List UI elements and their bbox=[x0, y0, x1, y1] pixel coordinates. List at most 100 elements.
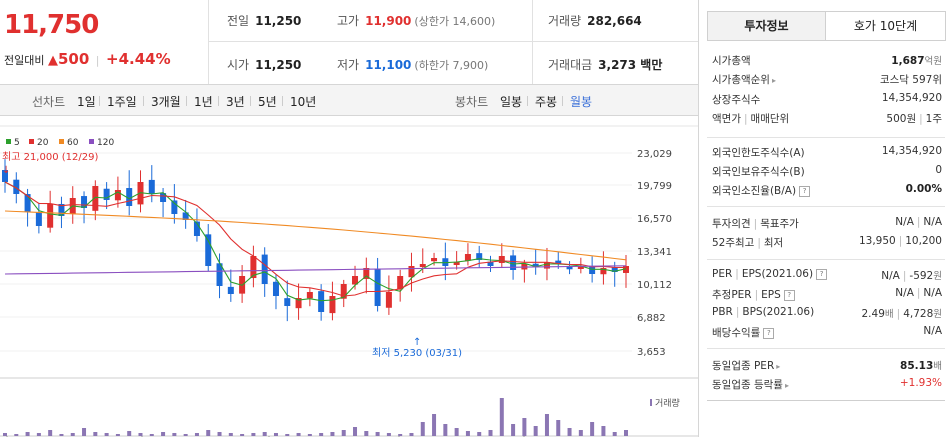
volume-bar bbox=[70, 433, 75, 436]
legend-item: 5 bbox=[14, 138, 20, 148]
tab-daily[interactable]: 일봉 bbox=[500, 95, 523, 109]
help-icon[interactable]: ? bbox=[799, 185, 811, 197]
main-panel: 11,750 전일대비 ▲500 | +4.44% 전일 11,250 고가 11,… bbox=[0, 0, 699, 440]
candle bbox=[103, 188, 110, 200]
candle bbox=[148, 179, 155, 194]
candle bbox=[476, 253, 483, 260]
candle bbox=[182, 212, 189, 220]
volume-bar bbox=[104, 433, 109, 436]
tab-10y[interactable]: 10년 bbox=[290, 95, 317, 109]
candle bbox=[35, 212, 42, 226]
change-label: 전일대비 bbox=[4, 54, 45, 67]
volume-bar bbox=[499, 398, 504, 436]
change-percent: +4.44% bbox=[106, 50, 171, 68]
dividend-row: 배당수익률? N/A bbox=[712, 325, 942, 339]
y-tick-label: 19,799 bbox=[637, 181, 672, 192]
candle bbox=[397, 276, 404, 290]
volume-bar bbox=[386, 433, 391, 436]
chevron-right-icon[interactable]: ▸ bbox=[771, 76, 776, 85]
volume-bar bbox=[161, 432, 166, 436]
candle bbox=[216, 263, 223, 286]
par-row: 액면가 | 매매단위 500원 | 1주 bbox=[712, 113, 942, 125]
volume-bar bbox=[601, 426, 606, 436]
up-arrow-icon: ↑ bbox=[413, 337, 421, 348]
help-icon[interactable]: ? bbox=[763, 327, 775, 339]
y-tick-label: 6,882 bbox=[637, 313, 666, 324]
candle bbox=[2, 170, 8, 182]
volume-bar bbox=[172, 433, 177, 436]
volume: 거래량 282,664 bbox=[548, 14, 642, 28]
candle bbox=[114, 190, 121, 201]
candle bbox=[487, 261, 494, 266]
candle bbox=[442, 258, 449, 266]
candle bbox=[318, 291, 325, 312]
candle bbox=[510, 255, 517, 270]
volume-legend-swatch bbox=[650, 399, 652, 406]
volume-bar bbox=[138, 433, 143, 436]
quote-summary: 11,750 전일대비 ▲500 | +4.44% 전일 11,250 고가 11,… bbox=[0, 0, 698, 85]
chevron-right-icon[interactable]: ▸ bbox=[776, 362, 781, 371]
y-tick-label: 10,112 bbox=[637, 280, 672, 291]
volume-bar bbox=[353, 427, 358, 436]
volume-bar bbox=[612, 432, 617, 436]
down-arrow-icon: ↓ bbox=[2, 165, 10, 176]
candle bbox=[431, 258, 438, 262]
volume-bar bbox=[465, 431, 470, 436]
peer-change-row: 동일업종 등락률 ▸ +1.93% bbox=[712, 377, 942, 391]
y-tick-label: 23,029 bbox=[637, 149, 672, 160]
help-icon[interactable]: ? bbox=[816, 268, 828, 280]
legend-item: 20 bbox=[37, 138, 49, 148]
volume-bar bbox=[127, 431, 132, 436]
candle bbox=[92, 186, 99, 211]
candle bbox=[532, 263, 539, 267]
volume-bar bbox=[194, 433, 199, 436]
open-price: 시가 11,250 bbox=[227, 58, 302, 72]
tab-1y[interactable]: 1년 bbox=[194, 95, 213, 109]
volume-bar bbox=[590, 422, 595, 436]
volume-bar bbox=[375, 432, 380, 436]
tab-1w[interactable]: 1주일 bbox=[107, 95, 137, 109]
candle bbox=[126, 188, 133, 206]
market-cap-rank-row: 시가총액순위 ▸ 코스닥 597위 bbox=[712, 74, 942, 86]
volume-bar bbox=[522, 418, 527, 436]
y-tick-label: 13,341 bbox=[637, 247, 672, 258]
ma5-line bbox=[4, 181, 627, 302]
tab-monthly[interactable]: 월봉 bbox=[570, 95, 593, 109]
tab-order-book-10[interactable]: 호가 10단계 bbox=[825, 11, 946, 41]
volume-bar bbox=[149, 434, 154, 436]
volume-bar bbox=[273, 433, 278, 436]
price-change: 전일대비 ▲500 | +4.44% bbox=[4, 50, 171, 68]
volume-bar bbox=[262, 432, 267, 436]
candle bbox=[408, 266, 415, 278]
volume-bar bbox=[364, 431, 369, 436]
current-price: 11,750 bbox=[4, 10, 99, 40]
tab-3y[interactable]: 3년 bbox=[226, 95, 245, 109]
foreign-ratio-row: 외국인소진율(B/A)? 0.00% bbox=[712, 183, 942, 197]
market-cap-row: 시가총액 1,687억원 bbox=[712, 55, 942, 67]
volume-bar bbox=[544, 414, 549, 436]
tab-investment-info[interactable]: 투자정보 bbox=[707, 11, 826, 41]
high-annotation: 최고 21,000 (12/29) bbox=[2, 151, 98, 163]
candle bbox=[295, 298, 302, 309]
volume-bar bbox=[228, 433, 233, 436]
ma20-line bbox=[4, 181, 626, 297]
volume-bar bbox=[183, 434, 188, 436]
tab-3m[interactable]: 3개월 bbox=[151, 95, 181, 109]
legend-swatch bbox=[89, 139, 94, 144]
candle bbox=[284, 298, 291, 306]
volume-bar bbox=[285, 434, 290, 436]
legend-item: 120 bbox=[97, 138, 114, 148]
candle bbox=[589, 266, 596, 274]
candle bbox=[250, 256, 257, 279]
y-tick-label: 3,653 bbox=[637, 347, 666, 358]
chevron-right-icon[interactable]: ▸ bbox=[784, 381, 789, 390]
tab-weekly[interactable]: 주봉 bbox=[535, 95, 558, 109]
tab-1d[interactable]: 1일 bbox=[77, 95, 96, 109]
volume-bar bbox=[420, 422, 425, 436]
help-icon[interactable]: ? bbox=[783, 289, 795, 301]
candle-chart-label: 봉차트 bbox=[455, 95, 489, 109]
candle bbox=[205, 234, 212, 266]
volume-bar bbox=[432, 414, 437, 436]
tab-5y[interactable]: 5년 bbox=[258, 95, 277, 109]
foreign-hold-row: 외국인보유주식수(B) 0 bbox=[712, 164, 942, 178]
